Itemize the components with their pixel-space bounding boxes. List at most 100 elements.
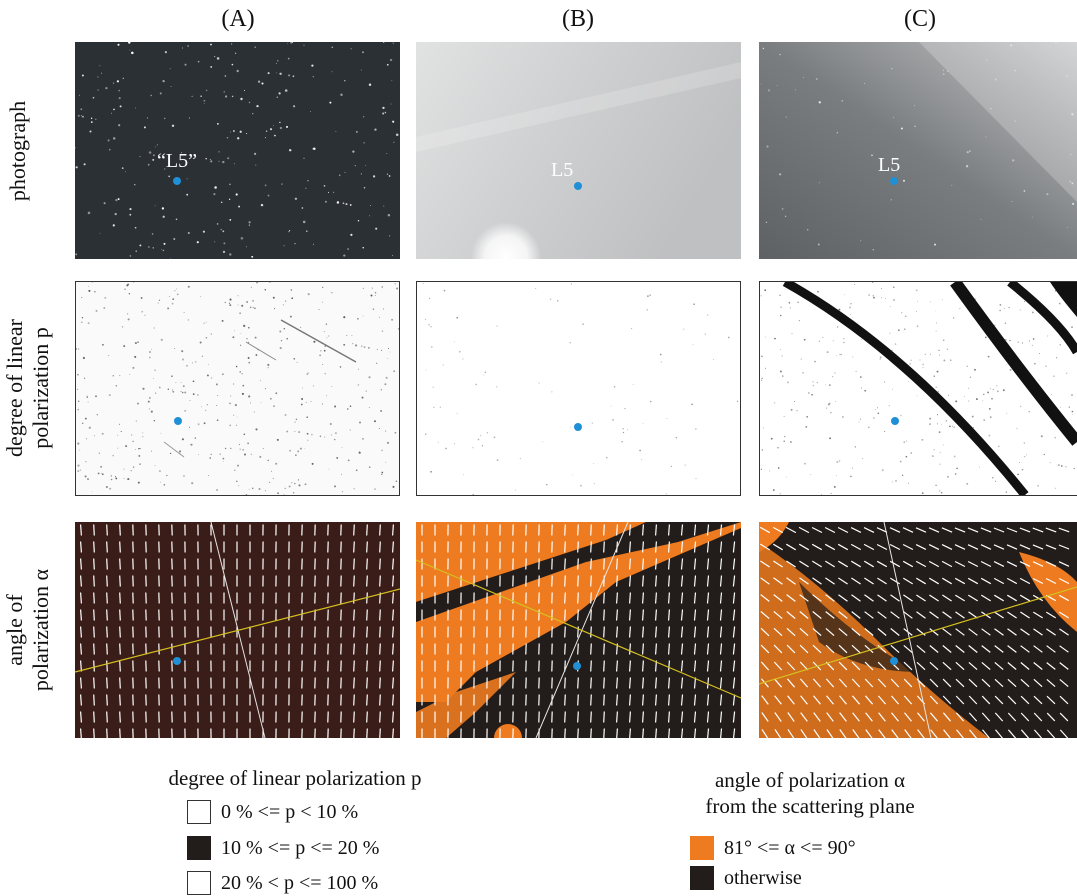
texture-dot <box>179 450 182 453</box>
texture-dot <box>873 296 875 299</box>
texture-dot <box>368 376 371 379</box>
texture-dot <box>340 93 343 97</box>
polarization-tick <box>366 711 368 723</box>
polarization-tick <box>106 524 108 536</box>
texture-dot <box>239 344 242 346</box>
polarization-tick <box>930 729 938 738</box>
polarization-tick <box>967 527 979 533</box>
polarization-tick <box>629 575 631 587</box>
texture-dot <box>797 301 800 304</box>
polarization-tick <box>904 712 912 722</box>
texture-dot <box>280 339 283 342</box>
texture-dot <box>762 427 764 429</box>
polarization-tick <box>706 660 710 672</box>
texture-dot <box>220 228 222 231</box>
texture-dot <box>236 424 238 426</box>
texture-dot <box>313 340 316 343</box>
texture-dot <box>942 73 945 75</box>
texture-dot <box>222 460 224 462</box>
polarization-tick <box>590 541 592 553</box>
texture-dot <box>188 426 191 428</box>
polarization-tick <box>968 628 978 636</box>
texture-dot <box>952 317 955 319</box>
texture-dot <box>881 469 884 472</box>
polarization-tick <box>1058 577 1070 585</box>
polarization-tick <box>616 558 618 570</box>
texture-dot <box>1003 308 1005 309</box>
polarization-tick <box>773 594 783 602</box>
polarization-tick <box>80 558 82 570</box>
texture-dot <box>116 80 120 83</box>
texture-dot <box>139 448 141 450</box>
texture-dot <box>321 301 323 303</box>
texture-dot <box>350 48 352 50</box>
texture-dot <box>816 381 818 384</box>
polarization-tick <box>799 594 809 602</box>
polarization-tick <box>693 643 697 655</box>
texture-dot <box>307 180 309 182</box>
texture-dot <box>994 78 997 81</box>
polarization-tick <box>590 677 592 689</box>
texture-dot <box>205 336 208 339</box>
polarization-tick <box>706 643 710 655</box>
texture-dot <box>221 373 224 376</box>
polarization-tick <box>642 677 644 689</box>
polarization-tick <box>981 645 991 653</box>
texture-dot <box>303 44 305 46</box>
texture-dot <box>777 447 779 449</box>
texture-dot <box>989 416 992 418</box>
texture-dot <box>142 432 144 434</box>
texture-dot <box>164 51 167 54</box>
texture-dot <box>269 128 273 131</box>
texture-dot <box>582 323 584 326</box>
texture-dot <box>279 126 283 130</box>
texture-dot <box>122 77 124 79</box>
polarization-tick <box>693 541 697 553</box>
texture-dot <box>807 391 810 394</box>
polarization-tick <box>967 544 979 550</box>
texture-dot <box>78 94 80 96</box>
texture-dot <box>363 142 365 144</box>
texture-dot <box>349 405 352 407</box>
texture-dot <box>213 193 216 196</box>
polarization-tick <box>1020 611 1030 619</box>
texture-dot <box>91 491 93 493</box>
texture-dot <box>118 97 121 100</box>
texture-dot <box>105 86 108 90</box>
texture-dot <box>234 330 235 332</box>
texture-dot <box>546 483 548 486</box>
texture-dot <box>873 417 875 419</box>
polarization-tick <box>929 628 939 636</box>
texture-dot <box>160 338 163 341</box>
texture-dot <box>117 198 120 201</box>
polarization-tick <box>353 541 355 553</box>
polarization-tick <box>642 626 644 638</box>
polarization-tick <box>719 609 723 621</box>
polarization-tick <box>642 728 644 738</box>
polarization-tick <box>379 575 381 587</box>
texture-dot <box>833 485 836 488</box>
texture-dot <box>943 444 945 446</box>
texture-dot <box>374 128 377 131</box>
texture-dot <box>235 193 238 196</box>
texture-dot <box>174 290 176 292</box>
column-header-a: (A) <box>221 6 255 32</box>
polarization-tick <box>590 524 592 536</box>
texture-dot <box>1019 309 1021 311</box>
l5-marker <box>173 177 181 185</box>
texture-dot <box>935 330 937 332</box>
polarization-tick <box>1020 712 1030 722</box>
polarization-tick <box>812 678 822 688</box>
polarization-tick <box>629 558 631 570</box>
texture-dot <box>272 296 275 299</box>
texture-dot <box>538 382 540 384</box>
photo-panel-a: “L5” <box>75 42 400 259</box>
polarization-tick <box>93 728 95 738</box>
texture-dot <box>764 336 766 338</box>
texture-dot <box>119 375 121 377</box>
texture-dot <box>854 283 855 285</box>
texture-dot <box>360 345 363 348</box>
texture-dot <box>783 440 785 442</box>
texture-dot <box>322 364 324 366</box>
texture-dot <box>893 299 895 301</box>
